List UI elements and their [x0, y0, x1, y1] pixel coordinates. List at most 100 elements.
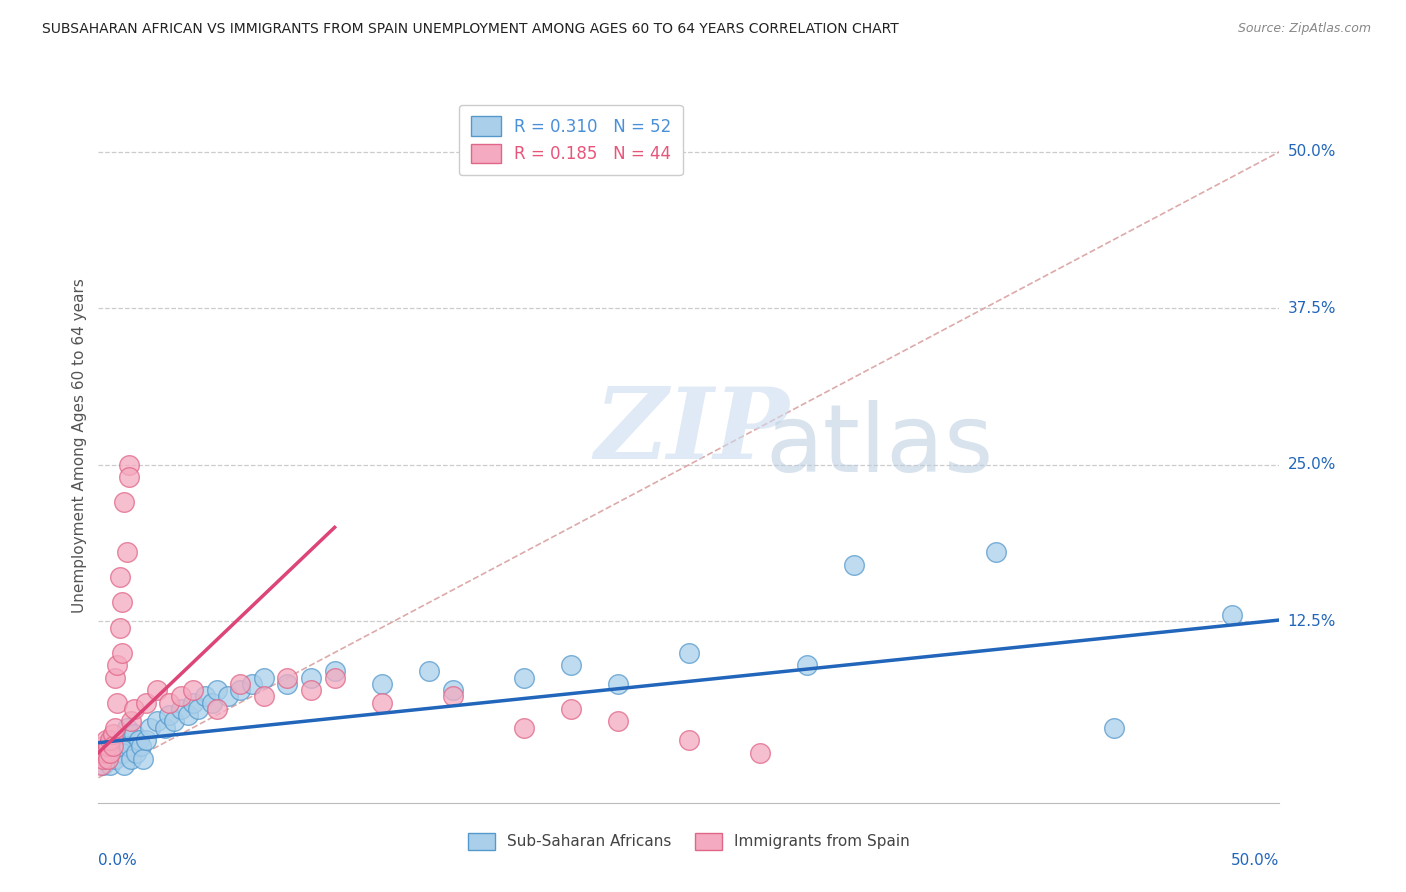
Point [146, 683, 169, 698]
Text: 12.5%: 12.5% [1288, 614, 1336, 629]
Point [101, 746, 124, 760]
Point [796, 658, 818, 673]
Point [97, 752, 120, 766]
Point [91, 739, 114, 754]
Point [104, 671, 127, 685]
Point [91, 752, 114, 766]
Text: SUBSAHARAN AFRICAN VS IMMIGRANTS FROM SPAIN UNEMPLOYMENT AMONG AGES 60 TO 64 YEA: SUBSAHARAN AFRICAN VS IMMIGRANTS FROM SP… [42, 22, 898, 37]
Point [276, 671, 298, 685]
Point [170, 702, 193, 716]
Point [253, 690, 276, 704]
Point [108, 621, 131, 635]
Point [194, 690, 217, 704]
Point [112, 758, 135, 772]
Point [560, 702, 582, 716]
Point [104, 721, 127, 735]
Point [418, 665, 440, 679]
Point [844, 558, 866, 572]
Point [111, 595, 134, 609]
Point [105, 658, 128, 673]
Point [276, 677, 298, 691]
Point [97, 739, 120, 754]
Point [170, 690, 193, 704]
Point [135, 733, 157, 747]
Point [205, 683, 228, 698]
Point [177, 708, 200, 723]
Point [153, 721, 176, 735]
Point [678, 733, 700, 747]
Point [111, 746, 134, 760]
Point [201, 696, 224, 710]
Point [118, 458, 141, 472]
Point [139, 721, 162, 735]
Point [125, 746, 148, 760]
Point [121, 714, 143, 729]
Text: 50.0%: 50.0% [1288, 145, 1336, 160]
Point [181, 696, 204, 710]
Point [122, 702, 145, 716]
Point [98, 733, 121, 747]
Text: Source: ZipAtlas.com: Source: ZipAtlas.com [1237, 22, 1371, 36]
Point [122, 727, 145, 741]
Point [94, 733, 117, 747]
Point [90, 758, 112, 772]
Point [105, 739, 128, 754]
Point [163, 714, 186, 729]
Point [560, 658, 582, 673]
Point [98, 758, 121, 772]
Point [371, 696, 394, 710]
Point [1220, 607, 1243, 622]
Y-axis label: Unemployment Among Ages 60 to 64 years: Unemployment Among Ages 60 to 64 years [72, 278, 87, 614]
Point [98, 733, 121, 747]
Point [90, 746, 112, 760]
Point [299, 683, 322, 698]
Text: ZIP: ZIP [595, 384, 789, 480]
Point [101, 727, 124, 741]
Point [1102, 721, 1125, 735]
Point [108, 733, 131, 747]
Point [111, 646, 134, 660]
Text: 0.0%: 0.0% [98, 853, 138, 868]
Point [181, 683, 204, 698]
Text: 25.0%: 25.0% [1288, 458, 1336, 472]
Point [217, 690, 239, 704]
Point [607, 677, 630, 691]
Point [253, 671, 276, 685]
Point [132, 752, 155, 766]
Point [129, 739, 152, 754]
Point [323, 665, 346, 679]
Point [678, 646, 700, 660]
Point [229, 683, 252, 698]
Point [157, 708, 180, 723]
Point [748, 746, 770, 760]
Point [118, 470, 141, 484]
Point [128, 733, 150, 747]
Point [112, 495, 135, 509]
Point [984, 545, 1007, 559]
Point [441, 690, 464, 704]
Point [187, 702, 209, 716]
Point [90, 746, 112, 760]
Point [607, 714, 630, 729]
Legend: Sub-Saharan Africans, Immigrants from Spain: Sub-Saharan Africans, Immigrants from Sp… [458, 823, 920, 859]
Point [205, 702, 228, 716]
Point [146, 714, 169, 729]
Text: atlas: atlas [766, 400, 994, 492]
Point [115, 545, 138, 559]
Point [104, 752, 127, 766]
Point [108, 570, 131, 584]
Point [91, 758, 114, 772]
Point [101, 739, 124, 754]
Point [299, 671, 322, 685]
Point [94, 746, 117, 760]
Point [118, 739, 141, 754]
Point [441, 683, 464, 698]
Point [240, 677, 263, 691]
Point [97, 739, 120, 754]
Point [121, 752, 143, 766]
Point [105, 696, 128, 710]
Point [94, 752, 117, 766]
Point [512, 671, 534, 685]
Point [229, 677, 252, 691]
Point [512, 721, 534, 735]
